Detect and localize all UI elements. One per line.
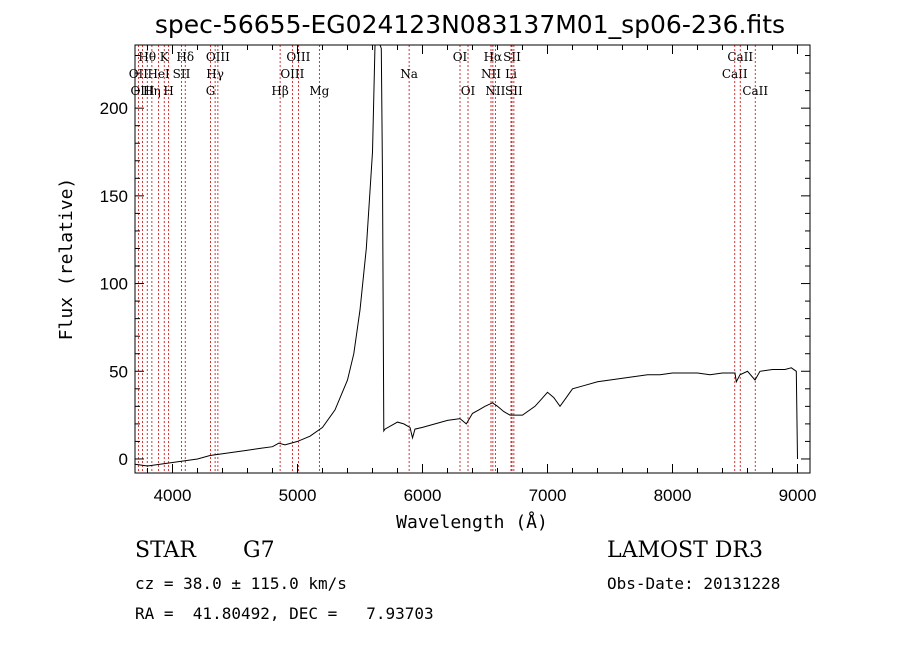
- line-label-5: K: [160, 50, 170, 64]
- y-tick-label: 100: [100, 275, 128, 294]
- spectrum-series-line: [134, 44, 798, 467]
- line-label-15: Mg: [309, 84, 329, 98]
- line-label-1: OII: [129, 67, 149, 81]
- redshift-velocity: cz = 38.0 ± 115.0 km/s: [135, 574, 347, 593]
- x-tick-label: 8000: [654, 486, 692, 505]
- line-label-26: CaII: [727, 50, 753, 64]
- line-label-16: Na: [400, 67, 418, 81]
- y-tick-label: 150: [100, 187, 128, 206]
- line-label-27: CaII: [742, 84, 768, 98]
- line-label-10: Hγ: [206, 67, 224, 81]
- line-label-17: OI: [453, 50, 468, 64]
- coordinates: RA = 41.80492, DEC = 7.93703: [135, 604, 434, 623]
- line-label-4: HeI: [147, 67, 170, 81]
- y-tick-label: 200: [100, 99, 128, 118]
- plot-frame: [134, 44, 811, 474]
- x-tick-label: 9000: [779, 486, 817, 505]
- line-label-8: Hδ: [176, 50, 194, 64]
- x-tick-label: 6000: [404, 486, 442, 505]
- line-label-23: Li: [505, 67, 517, 81]
- x-axis-ticks: 4000 5000 6000 7000 8000 9000: [147, 45, 817, 505]
- line-label-11: OIII: [206, 50, 230, 64]
- line-label-13: OIII: [280, 67, 304, 81]
- line-label-24: SII: [505, 84, 523, 98]
- object-class: STAR: [135, 538, 196, 563]
- x-axis-label: Wavelength (Å): [396, 511, 548, 533]
- emission-line-markers: HθOIIOIIIHηHeIKHSIIHδGHγOIIIHβOIIIOIIIMg…: [129, 45, 768, 473]
- line-label-25: CaII: [722, 67, 748, 81]
- line-label-9: G: [206, 84, 216, 98]
- y-tick-label: 0: [119, 450, 128, 469]
- line-label-19: NII: [481, 67, 501, 81]
- line-label-22: SII: [503, 50, 521, 64]
- line-label-21: NII: [485, 84, 505, 98]
- line-label-12: Hβ: [271, 84, 288, 98]
- chart-title: spec-56655-EG024123N083137M01_sp06-236.f…: [155, 10, 785, 39]
- line-label-3: Hη: [143, 84, 161, 98]
- y-tick-label: 50: [109, 362, 128, 381]
- x-tick-label: 7000: [529, 486, 567, 505]
- line-label-7: SII: [173, 67, 191, 81]
- x-tick-label: 5000: [279, 486, 317, 505]
- line-label-20: Hα: [484, 50, 503, 64]
- y-axis-ticks: 0 50 100 150 200: [100, 55, 810, 469]
- line-label-14: OIII: [286, 50, 310, 64]
- survey-name: LAMOST DR3: [607, 538, 763, 563]
- line-label-6: H: [163, 84, 173, 98]
- line-label-2: OIII: [130, 84, 154, 98]
- observation-date: Obs-Date: 20131228: [607, 574, 781, 593]
- x-tick-label: 4000: [154, 486, 192, 505]
- line-label-18: OI: [461, 84, 476, 98]
- line-label-0: Hθ: [138, 50, 156, 64]
- y-axis-label: Flux (relative): [56, 178, 77, 341]
- object-subclass: G7: [243, 538, 275, 563]
